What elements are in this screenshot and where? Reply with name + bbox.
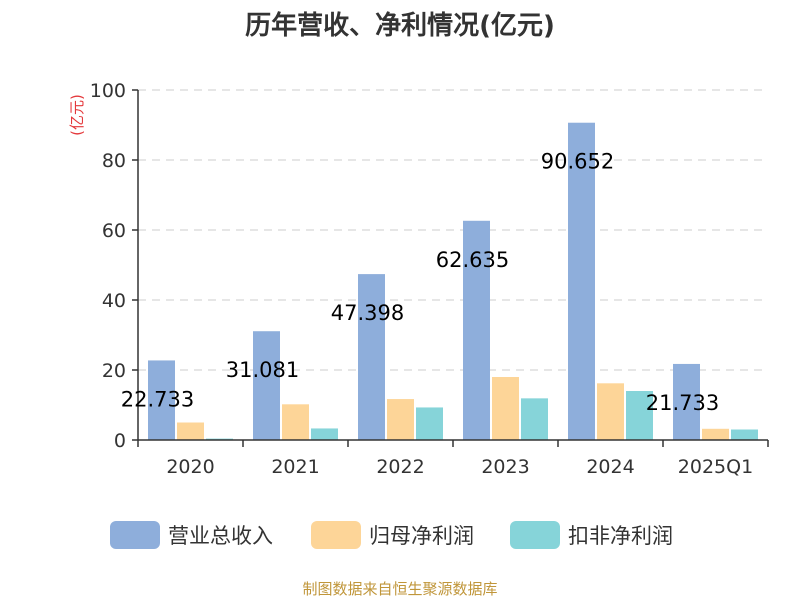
data-labels: 22.733 31.081 47.398 62.635 90.652 21.733 xyxy=(121,150,719,415)
x-tick-label: 2021 xyxy=(271,456,319,478)
x-axis-ticks: 2020 2021 2022 2023 2024 2025Q1 xyxy=(137,440,769,478)
legend-swatch xyxy=(110,521,160,549)
legend-label: 扣非净利润 xyxy=(568,524,673,548)
legend-item[interactable]: 归母净利润 xyxy=(311,521,474,549)
y-tick-label: 0 xyxy=(114,430,126,452)
legend-item[interactable]: 扣非净利润 xyxy=(510,521,673,549)
bar xyxy=(597,383,624,440)
bar xyxy=(253,331,280,440)
y-tick-label: 60 xyxy=(102,220,126,242)
legend-swatch xyxy=(311,521,361,549)
bar xyxy=(731,429,758,440)
legend: 营业总收入 归母净利润 扣非净利润 xyxy=(110,521,673,549)
data-label: 62.635 xyxy=(436,248,509,272)
legend-item[interactable]: 营业总收入 xyxy=(110,521,273,549)
bars xyxy=(148,122,758,440)
y-tick-label: 20 xyxy=(102,360,126,382)
legend-label: 归母净利润 xyxy=(369,524,474,548)
legend-label: 营业总收入 xyxy=(168,524,273,548)
y-axis-label: (亿元) xyxy=(68,94,86,136)
y-tick-label: 40 xyxy=(102,290,126,312)
bar xyxy=(492,377,519,440)
source-note: 制图数据来自恒生聚源数据库 xyxy=(302,580,497,598)
data-label: 47.398 xyxy=(331,301,404,325)
bar xyxy=(521,398,548,440)
data-label: 90.652 xyxy=(541,150,614,174)
bar xyxy=(463,220,490,440)
legend-swatch xyxy=(510,521,560,549)
bar xyxy=(568,122,595,440)
bar xyxy=(673,363,700,440)
x-tick-label: 2025Q1 xyxy=(678,456,753,478)
y-tick-label: 100 xyxy=(90,80,126,102)
bar xyxy=(702,428,729,440)
bar xyxy=(148,360,175,440)
y-axis-ticks: 0 20 40 60 80 100 xyxy=(90,80,138,452)
gridlines xyxy=(138,89,768,371)
data-label: 21.733 xyxy=(646,391,719,415)
x-tick-label: 2022 xyxy=(376,456,424,478)
bar xyxy=(416,407,443,440)
bar xyxy=(311,428,338,440)
data-label: 22.733 xyxy=(121,387,194,411)
bar xyxy=(626,391,653,440)
bar xyxy=(358,274,385,440)
bar xyxy=(177,422,204,440)
x-tick-label: 2024 xyxy=(586,456,634,478)
data-label: 31.081 xyxy=(226,358,299,382)
chart-title: 历年营收、净利情况(亿元) xyxy=(245,10,555,41)
bar xyxy=(282,404,309,440)
x-tick-label: 2020 xyxy=(166,456,214,478)
x-tick-label: 2023 xyxy=(481,456,529,478)
y-tick-label: 80 xyxy=(102,150,126,172)
bar xyxy=(387,399,414,440)
